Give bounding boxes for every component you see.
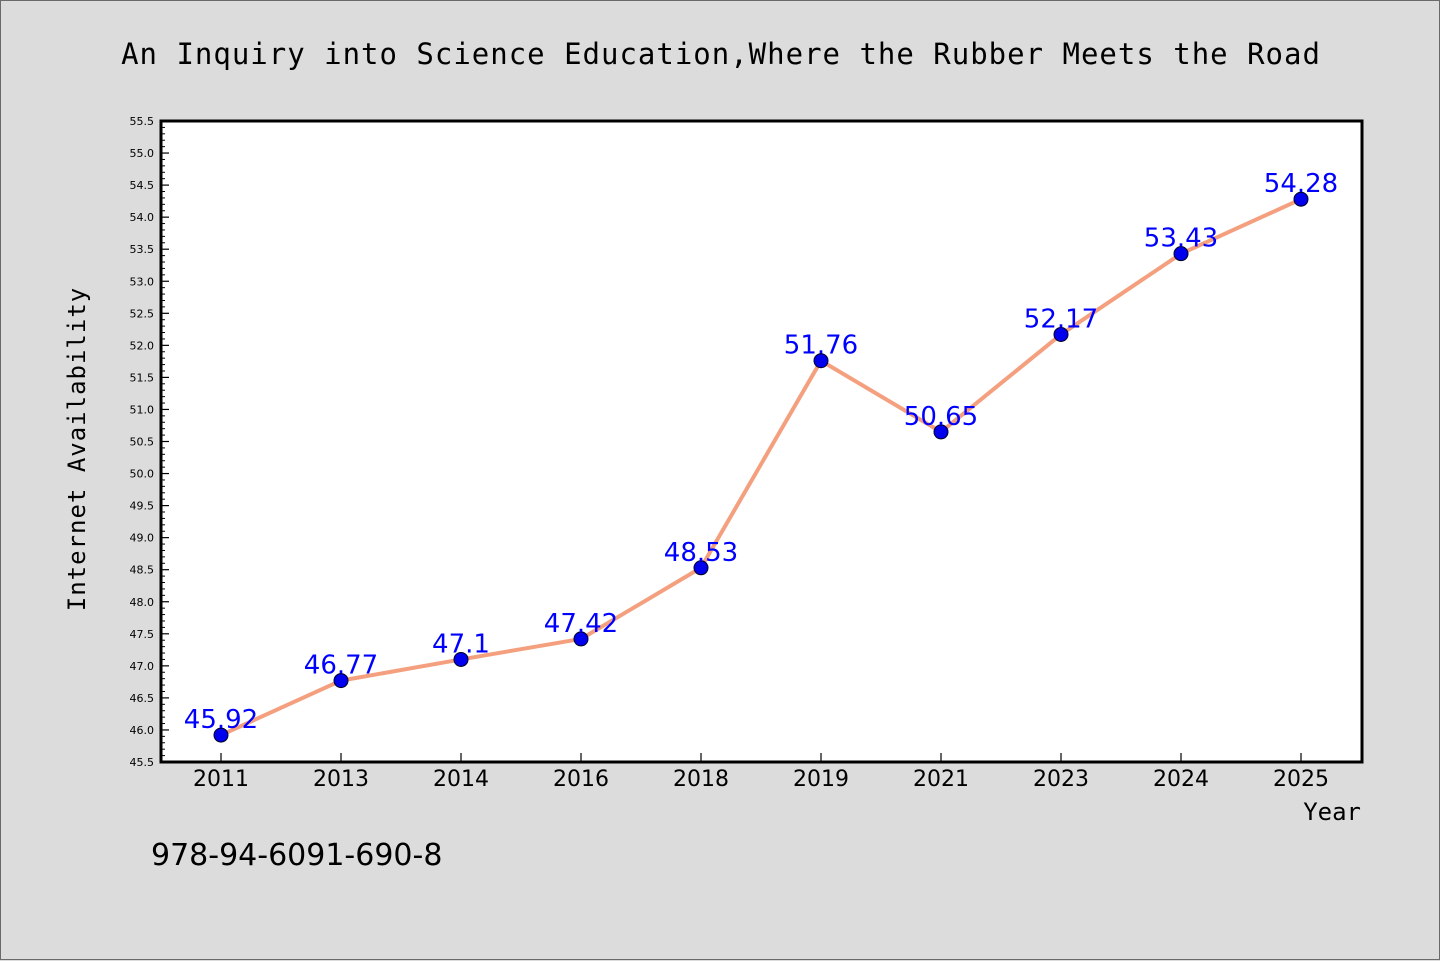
y-tick-label: 45.5: [130, 756, 155, 769]
series-line: [219, 197, 1303, 738]
y-tick-label: 46.0: [130, 724, 155, 737]
y-axis: 45.5 46.0 46.5 47.0 47.5 48.0 48.5 49.0 49.5 50.0…: [130, 115, 169, 769]
plot-area: [159, 119, 1364, 764]
x-tick-label: 2014: [433, 767, 489, 792]
data-label: 50.65: [904, 402, 978, 432]
data-point: [573, 631, 589, 647]
data-label: 47.1: [432, 629, 490, 659]
y-tick-label: 46.5: [130, 692, 155, 705]
y-tick-label: 51.5: [130, 371, 155, 384]
y-tick-label: 54.5: [130, 179, 155, 192]
y-tick-label: 55.0: [130, 147, 155, 160]
data-point: [1173, 246, 1189, 262]
y-tick-label: 51.0: [130, 403, 155, 416]
x-tick-label: 2025: [1273, 767, 1329, 792]
x-tick-label: 2018: [673, 767, 729, 792]
y-tick-label: 53.0: [130, 275, 155, 288]
y-tick-label: 49.5: [130, 500, 155, 513]
data-point: [693, 560, 709, 576]
x-axis-label: Year: [1303, 798, 1361, 826]
data-point: [1293, 191, 1309, 207]
data-point: [933, 424, 949, 440]
footer-code: 978-94-6091-690-8: [151, 838, 442, 873]
y-tick-label: 53.5: [130, 243, 155, 256]
y-tick-label: 47.5: [130, 628, 155, 641]
data-label: 48.53: [664, 538, 738, 568]
data-label: 45.92: [184, 705, 258, 735]
y-tick-label: 52.5: [130, 307, 155, 320]
chart-title: An Inquiry into Science Education,Where …: [121, 37, 1321, 71]
x-tick-label: 2016: [553, 767, 609, 792]
data-point: [813, 353, 829, 369]
x-axis: 2011 2013 2014 2016 2018 2019 2021 2023 2024 2025: [193, 753, 1329, 792]
data-point: [333, 673, 349, 689]
data-label: 53.43: [1144, 224, 1218, 254]
y-tick-label: 50.5: [130, 436, 155, 449]
data-point: [1053, 326, 1069, 342]
x-tick-label: 2024: [1153, 767, 1209, 792]
data-point: [453, 651, 469, 667]
data-label: 46.77: [304, 651, 378, 681]
y-tick-label: 48.5: [130, 564, 155, 577]
x-tick-label: 2013: [313, 767, 369, 792]
data-label: 47.42: [544, 609, 618, 639]
y-tick-label: 48.0: [130, 596, 155, 609]
y-tick-label: 50.0: [130, 468, 155, 481]
y-tick-label: 49.0: [130, 532, 155, 545]
x-tick-label: 2011: [193, 767, 249, 792]
x-tick-label: 2021: [913, 767, 969, 792]
y-axis-label: Internet Availability: [63, 287, 91, 611]
y-tick-label: 54.0: [130, 211, 155, 224]
data-label: 52.17: [1024, 304, 1098, 334]
series-layer: 45.92 46.77 47.1 47.42 48.53 51.76 50.65 52.17 5…: [184, 169, 1338, 743]
data-label: 51.76: [784, 331, 858, 361]
x-tick-label: 2023: [1033, 767, 1089, 792]
data-label: 54.28: [1264, 169, 1338, 199]
y-tick-label: 52.0: [130, 339, 155, 352]
y-tick-label: 55.5: [130, 115, 155, 128]
x-tick-label: 2019: [793, 767, 849, 792]
data-point: [213, 727, 229, 743]
y-tick-label: 47.0: [130, 660, 155, 673]
